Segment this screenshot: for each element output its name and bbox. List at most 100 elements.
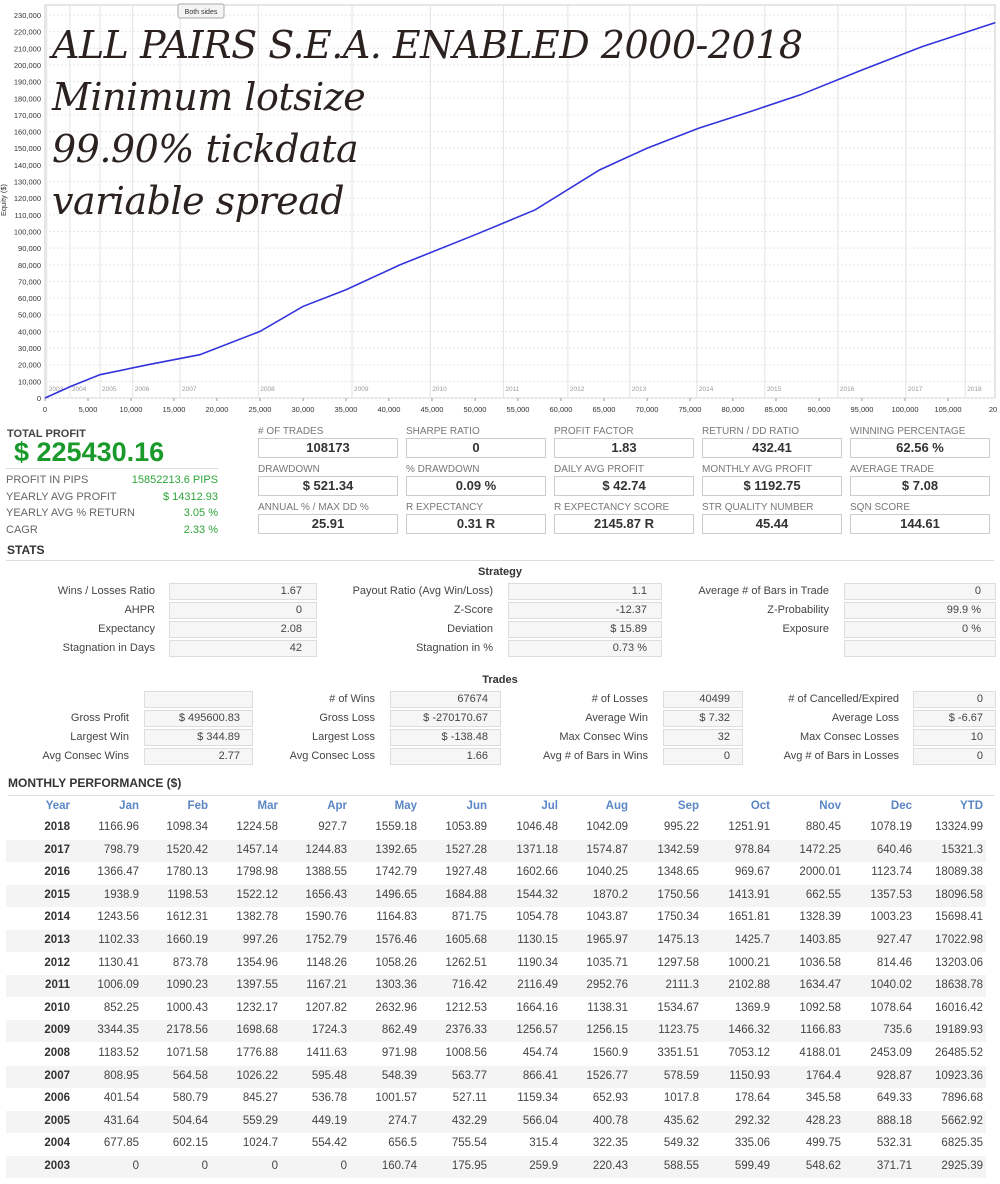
trades-label: Max Consec Losses [799,731,899,743]
card-value: 1.83 [554,438,694,458]
both-sides-button-label: Both sides [185,9,218,16]
y-tick-label: 50,000 [18,311,41,320]
monthly-header-year: Year [45,800,70,812]
y-axis-label: Equity ($) [0,183,8,216]
monthly-value: 871.75 [451,911,487,924]
monthly-value: 1798.98 [236,866,278,879]
monthly-year: 2005 [44,1114,70,1127]
trades-label: Largest Loss [312,731,375,743]
monthly-value: 5662.92 [941,1114,983,1127]
monthly-value: 16016.42 [935,1001,983,1014]
equity-chart: 0 10,000 20,000 30,000 40,000 50,000 60,000 70,… [0,3,997,414]
x-tick-label: 65,000 [593,405,616,414]
monthly-value: 1527.28 [445,843,487,856]
trades-label: Avg Consec Wins [42,750,129,762]
year-marker-label: 2017 [908,386,923,393]
monthly-value: 7896.68 [941,1092,983,1105]
monthly-value: 969.67 [734,866,770,879]
both-sides-button[interactable] [177,3,225,19]
year-marker-label: 2011 [505,386,519,393]
y-tick-label: 80,000 [18,261,41,270]
monthly-value: 1078.64 [870,1001,912,1014]
y-tick-label: 10,000 [18,377,41,386]
y-tick-label: 200,000 [14,61,41,70]
monthly-row: 2004 677.85 602.15 1024.7 554.42 656.5 755.54 3… [6,1133,986,1156]
monthly-value: 1411.63 [306,1047,347,1059]
monthly-value: 178.64 [734,1092,770,1105]
monthly-value: 1262.51 [445,956,487,969]
monthly-value: 435.62 [663,1114,699,1127]
monthly-value: 1369.9 [734,1001,770,1014]
year-marker-label: 2003 [49,386,64,393]
monthly-value: 1634.47 [799,979,841,992]
monthly-value: 431.64 [103,1114,139,1127]
card-label: DAILY AVG PROFIT [554,464,645,475]
monthly-row: 2014 1243.56 1612.31 1382.78 1590.76 1164.83 8… [6,907,986,930]
monthly-value: 6825.35 [941,1137,983,1150]
monthly-value: 13324.99 [935,821,983,833]
monthly-value: 755.54 [451,1137,487,1150]
monthly-value: 1164.83 [376,911,417,924]
monthly-value: 322.35 [592,1137,628,1150]
monthly-value: 978.84 [734,843,770,856]
monthly-value: 927.47 [876,934,912,946]
monthly-year: 2012 [44,956,70,969]
trades-value: $ -6.67 [913,710,996,727]
trades-value: 10 [913,729,996,746]
monthly-value: 1042.09 [586,821,628,833]
trades-value: $ -270170.67 [390,710,501,727]
monthly-value: 1534.67 [657,1001,699,1014]
monthly-value: 3351.51 [657,1047,699,1059]
year-marker-label: 2005 [102,386,117,393]
monthly-value: 1750.56 [657,888,699,901]
monthly-row: 2015 1938.9 1198.53 1522.12 1656.43 1496.65 16… [6,884,986,907]
monthly-header-aug: Aug [605,800,628,812]
monthly-value: 1403.85 [799,934,841,946]
card-label: % DRAWDOWN [406,464,480,475]
caption-line-3: 99.90% tickdata [52,127,359,171]
strategy-label: Wins / Losses Ratio [57,585,155,597]
x-tick-label: 35,000 [335,405,358,414]
trades-value: 0 [663,748,743,765]
stats-title: STATS [7,543,45,557]
monthly-header-jun: Jun [466,800,487,812]
card-value: 144.61 [850,514,990,534]
monthly-value: 1138.31 [587,1001,628,1014]
monthly-value: 1366.47 [97,866,139,879]
card-label: RETURN / DD RATIO [702,426,800,437]
y-tick-label: 230,000 [14,11,41,20]
monthly-year: 2006 [44,1092,70,1105]
monthly-value: 548.39 [381,1069,417,1082]
monthly-value: 7053.12 [728,1047,770,1059]
monthly-header-jan: Jan [119,800,139,812]
monthly-year: 2009 [44,1024,70,1037]
strategy-value: 0 [169,602,317,619]
card-label: DRAWDOWN [258,464,320,475]
year-marker-label: 2010 [432,386,447,393]
monthly-value: 17022.98 [935,934,983,946]
x-tick-label: 15,000 [163,405,186,414]
monthly-value: 504.64 [172,1114,208,1127]
monthly-value: 335.06 [734,1137,770,1150]
y-tick-label: 150,000 [14,144,41,153]
monthly-value: 866.41 [522,1069,558,1082]
monthly-value: 662.55 [805,888,841,901]
monthly-header-oct: Oct [750,800,770,812]
monthly-value: 652.93 [592,1092,628,1105]
strategy-value: 0.73 % [508,640,662,657]
monthly-value: 1397.55 [236,979,278,992]
strategy-value: 2.08 [169,621,317,638]
trades-value: 67674 [390,691,501,708]
monthly-row: 2011 1006.09 1090.23 1397.55 1167.21 1303.36 7… [6,975,986,998]
trades-label: Largest Win [70,731,129,743]
y-tick-label: 20,000 [18,361,41,370]
monthly-value: 1752.79 [305,934,347,946]
card-value: 432.41 [702,438,842,458]
monthly-value: 1664.16 [516,1001,558,1014]
x-tick-label: 30,000 [292,405,315,414]
monthly-value: 1742.79 [375,866,417,879]
y-tick-label: 30,000 [18,344,41,353]
monthly-value: 1413.91 [728,888,770,901]
trades-label: # of Wins [329,693,375,705]
year-marker-label: 2009 [354,386,369,393]
